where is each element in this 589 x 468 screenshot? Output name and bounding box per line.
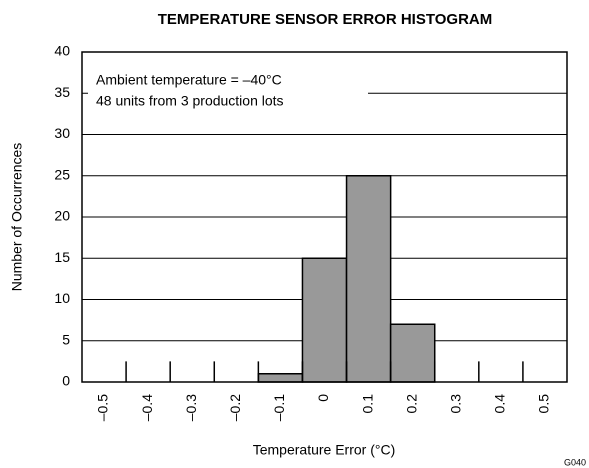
y-tick-label: 25: [54, 166, 70, 182]
y-tick-label: 5: [62, 331, 70, 347]
y-tick-label: 10: [54, 290, 70, 306]
y-tick-label: 0: [62, 373, 70, 389]
plot-frame: [81, 51, 568, 383]
y-tick-label: 30: [54, 125, 70, 141]
x-tick-label: –0.2: [227, 394, 243, 421]
x-tick-label: –0.4: [139, 394, 155, 421]
y-tick-label: 15: [54, 249, 70, 265]
y-axis-label: Number of Occurrences: [9, 143, 25, 292]
annotation-background: [88, 64, 368, 105]
y-tick-label: 40: [54, 43, 70, 59]
bar: [257, 373, 304, 383]
x-tick-label: 0.1: [359, 394, 375, 414]
y-tick-label: 35: [54, 84, 70, 100]
bar: [301, 257, 348, 383]
x-tick-label: –0.1: [271, 394, 287, 421]
chart-title: TEMPERATURE SENSOR ERROR HISTOGRAM: [158, 11, 492, 28]
x-axis-label: Temperature Error (°C): [253, 442, 396, 458]
annotation: Ambient temperature = –40°C: [96, 72, 282, 88]
x-tick-label: 0.4: [492, 394, 508, 414]
x-tick-label: 0.3: [447, 394, 463, 414]
y-tick-label: 20: [54, 208, 70, 224]
x-tick-label: 0: [315, 394, 331, 402]
annotation: 48 units from 3 production lots: [96, 93, 284, 109]
x-tick-label: –0.3: [183, 394, 199, 421]
x-tick-label: 0.2: [403, 394, 419, 414]
bar: [389, 323, 436, 383]
footnote: G040: [564, 457, 586, 467]
x-tick-label: –0.5: [95, 394, 111, 421]
x-tick-label: 0.5: [536, 394, 552, 414]
bar: [345, 175, 392, 383]
